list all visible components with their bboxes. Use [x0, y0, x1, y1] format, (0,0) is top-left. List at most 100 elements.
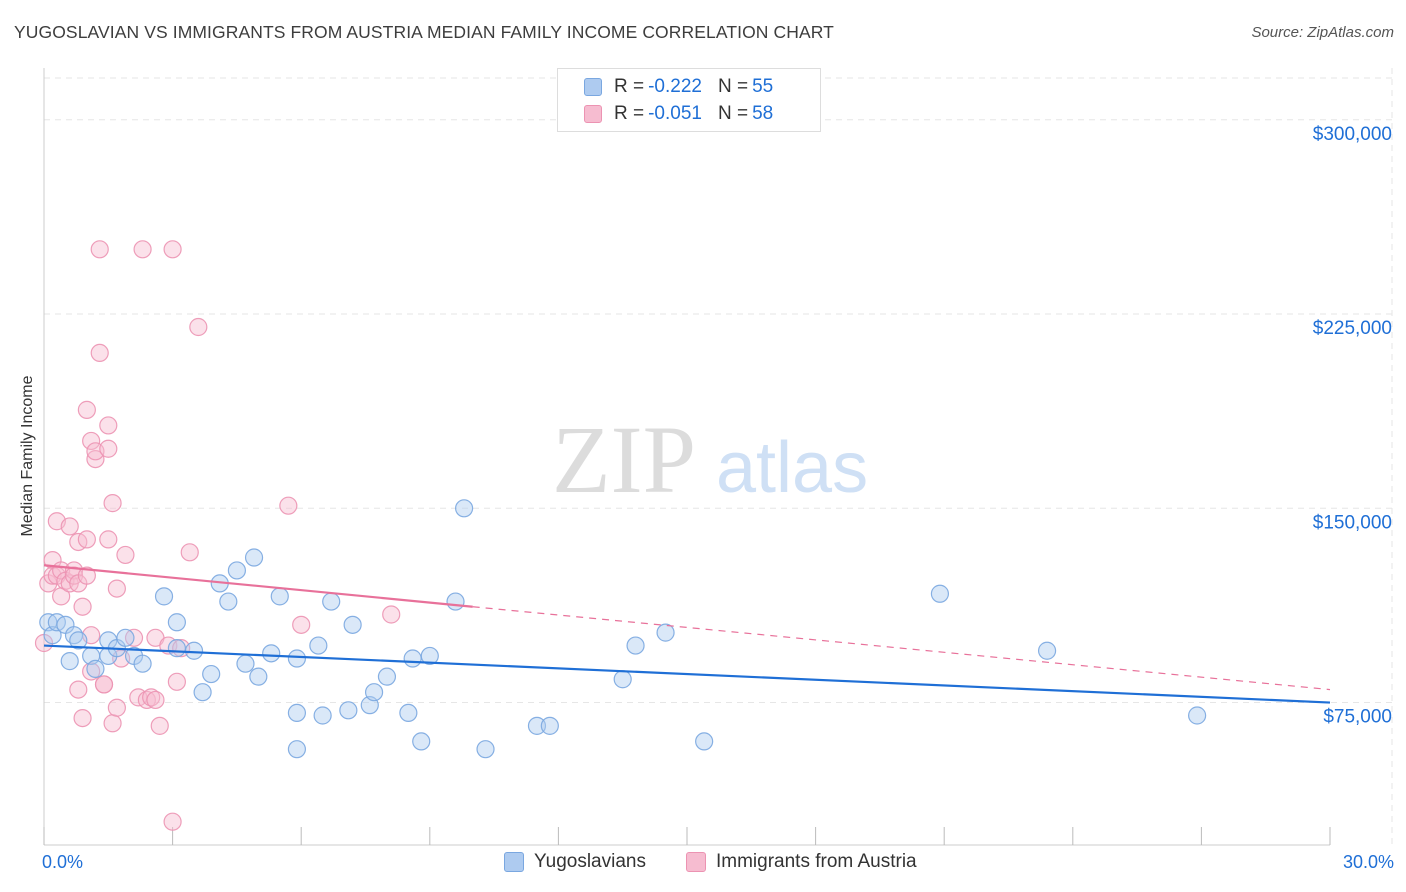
- data-point: [163, 240, 182, 259]
- data-point: [202, 664, 221, 684]
- legend-label: Immigrants from Austria: [716, 851, 917, 872]
- data-point: [412, 732, 431, 751]
- data-point: [107, 579, 126, 598]
- data-point: [94, 675, 114, 694]
- data-point: [90, 343, 109, 362]
- legend-swatch-blue: [504, 852, 524, 872]
- data-point: [116, 545, 135, 565]
- data-point: [1037, 641, 1057, 660]
- data-point: [249, 667, 268, 686]
- trend-line-immigrants-from-austria: [43, 564, 473, 608]
- legend-item-immigrants-from-austria[interactable]: Immigrants from Austria: [686, 851, 917, 873]
- legend-row-immigrants-from-austria: R = -0.051 N = 58: [584, 101, 773, 127]
- data-point: [82, 431, 101, 451]
- legend-row-yugoslavians: R = -0.222 N = 55: [584, 74, 773, 100]
- data-point: [695, 732, 714, 751]
- data-point: [193, 683, 212, 702]
- data-point: [163, 812, 182, 831]
- data-point: [454, 499, 474, 518]
- data-point: [930, 584, 950, 603]
- data-point: [184, 641, 204, 660]
- data-point: [287, 740, 307, 759]
- data-point: [279, 496, 298, 515]
- data-point: [626, 636, 645, 655]
- data-point: [236, 654, 255, 673]
- data-point: [86, 659, 105, 678]
- data-point: [60, 517, 79, 536]
- data-point: [292, 615, 311, 634]
- data-point: [377, 667, 397, 686]
- data-point: [540, 716, 559, 735]
- data-point: [103, 714, 122, 733]
- data-point: [99, 416, 118, 435]
- legend-n-value: 55: [752, 76, 774, 97]
- watermark: ZIP atlas: [552, 406, 868, 513]
- data-point: [103, 494, 122, 513]
- data-point: [86, 449, 105, 469]
- source-credit: Source: ZipAtlas.com: [1251, 24, 1394, 41]
- data-point: [77, 400, 96, 419]
- data-point: [399, 703, 418, 723]
- data-point: [364, 683, 384, 702]
- data-point: [73, 708, 92, 728]
- legend-r-value: -0.222: [648, 76, 702, 97]
- data-point: [287, 703, 307, 723]
- data-point: [77, 566, 96, 585]
- y-tick-label: $150,000: [1313, 512, 1392, 533]
- legend-n-label: N =: [717, 103, 749, 124]
- data-point: [77, 530, 96, 549]
- data-point: [133, 654, 152, 673]
- legend-item-yugoslavians[interactable]: Yugoslavians: [504, 851, 646, 873]
- data-point: [116, 628, 135, 647]
- axes: [43, 68, 1331, 846]
- x-tick-label-min: 0.0%: [42, 852, 84, 872]
- trend-lines: [43, 564, 1331, 704]
- trend-line-immigrants-from-austria-extension: [472, 606, 1331, 691]
- trend-line-yugoslavians: [43, 644, 1331, 704]
- data-point: [343, 615, 362, 634]
- data-point: [244, 548, 264, 567]
- data-point: [382, 605, 401, 624]
- data-point: [613, 670, 632, 689]
- data-point: [180, 543, 199, 562]
- data-point: [262, 644, 281, 663]
- data-point: [99, 530, 118, 549]
- data-point: [107, 698, 126, 717]
- series-immigrants-from-austria: [34, 240, 401, 831]
- data-point: [339, 701, 358, 720]
- legend-n-value: 58: [752, 103, 774, 124]
- legend-label: Yugoslavians: [534, 851, 646, 872]
- data-point: [69, 680, 88, 699]
- series-yugoslavians: [39, 499, 1207, 759]
- x-tick-label-max: 30.0%: [1342, 852, 1394, 872]
- data-point: [446, 592, 465, 611]
- data-point: [270, 587, 289, 606]
- y-tick-label: $75,000: [1323, 707, 1392, 728]
- series-legend: Yugoslavians Immigrants from Austria: [0, 851, 1406, 877]
- data-point: [146, 690, 165, 710]
- data-point: [99, 439, 118, 458]
- chart-title: YUGOSLAVIAN VS IMMIGRANTS FROM AUSTRIA M…: [14, 22, 834, 42]
- data-point: [420, 646, 439, 666]
- y-tick-label: $300,000: [1313, 124, 1392, 145]
- data-point: [133, 240, 152, 259]
- data-point: [527, 716, 547, 735]
- y-tick-label: $225,000: [1313, 318, 1392, 339]
- data-point: [73, 597, 92, 616]
- data-point: [287, 649, 307, 668]
- data-point: [309, 636, 328, 655]
- stats-legend: R = -0.222 N = 55 R = -0.051 N = 58: [557, 68, 821, 132]
- data-point: [656, 623, 675, 642]
- data-point: [476, 740, 495, 759]
- legend-swatch-pink: [584, 105, 602, 123]
- legend-r-label: R =: [614, 76, 645, 97]
- data-point: [189, 317, 208, 337]
- data-point: [219, 592, 238, 611]
- data-point: [167, 613, 186, 632]
- data-point: [90, 240, 109, 259]
- data-point: [227, 561, 246, 580]
- watermark-zip: ZIP: [552, 406, 696, 513]
- y-tick-labels: $75,000 $150,000 $225,000 $300,000: [1313, 124, 1392, 728]
- data-point: [403, 649, 422, 668]
